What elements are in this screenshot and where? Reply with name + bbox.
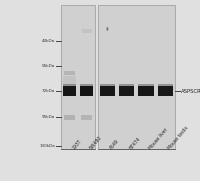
Bar — [63, 87, 76, 96]
Bar — [98, 5, 175, 149]
Bar — [119, 84, 134, 87]
Bar — [81, 115, 92, 120]
Bar — [100, 87, 115, 96]
Bar — [63, 84, 76, 87]
Text: SW480: SW480 — [89, 135, 103, 151]
Bar — [82, 29, 92, 33]
Text: ASPSCR1: ASPSCR1 — [181, 89, 200, 94]
Bar — [158, 87, 173, 96]
Text: 55kDa: 55kDa — [42, 64, 55, 68]
Bar — [119, 87, 134, 96]
Bar — [61, 5, 95, 149]
Text: Mouse liver: Mouse liver — [148, 128, 169, 151]
Text: 95kDa: 95kDa — [42, 115, 55, 119]
Bar — [100, 84, 115, 87]
Text: 293T: 293T — [72, 139, 83, 151]
Text: BT474: BT474 — [129, 137, 142, 151]
Bar — [64, 115, 75, 120]
Text: 43kDa: 43kDa — [42, 39, 55, 43]
Text: A549: A549 — [109, 139, 121, 151]
Text: 72kDa: 72kDa — [42, 89, 55, 93]
Bar — [138, 84, 154, 87]
Bar — [80, 84, 93, 87]
Bar — [63, 76, 76, 85]
Text: 130kDa: 130kDa — [39, 144, 55, 148]
Bar — [64, 71, 75, 75]
Text: Mouse testis: Mouse testis — [167, 126, 190, 151]
Ellipse shape — [106, 27, 108, 31]
Bar — [80, 87, 93, 96]
Bar — [138, 87, 154, 96]
Bar — [158, 84, 173, 87]
